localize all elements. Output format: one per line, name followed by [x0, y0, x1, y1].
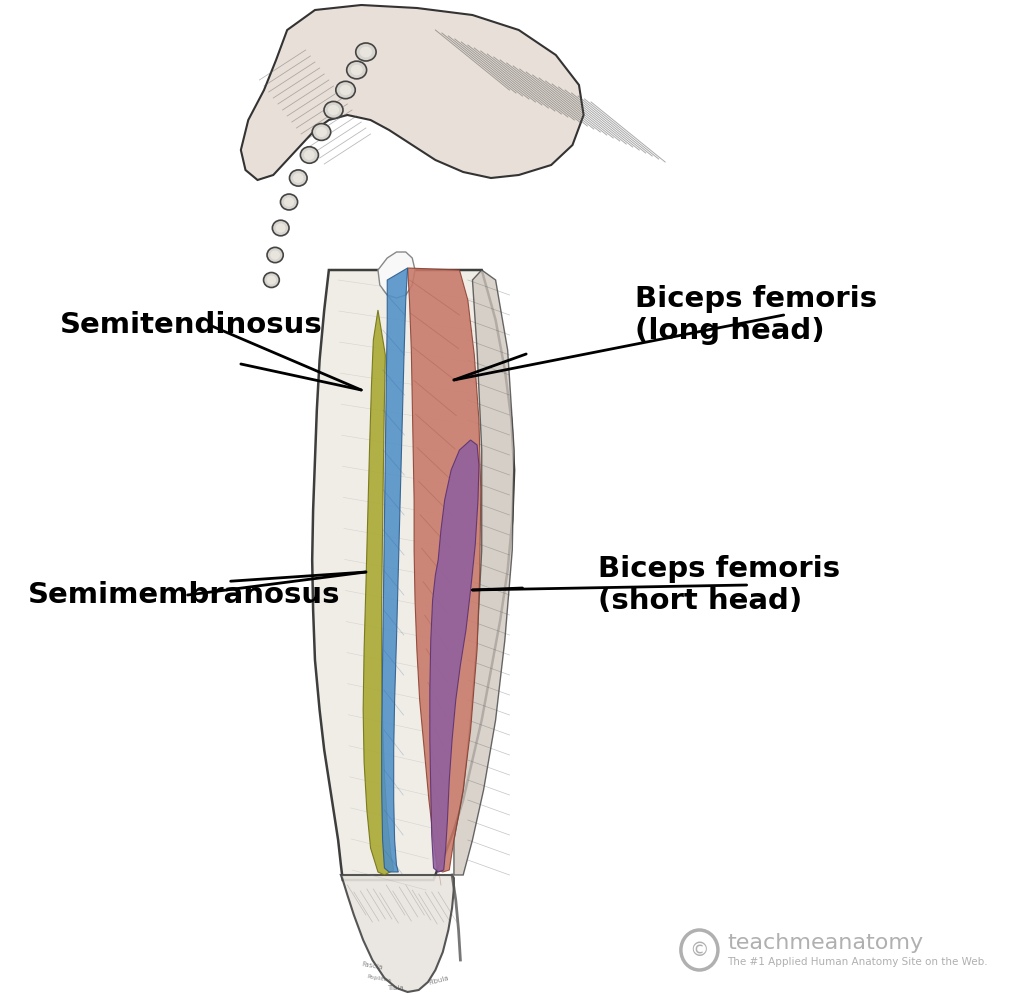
Ellipse shape — [324, 102, 343, 119]
Text: Semimembranosus: Semimembranosus — [28, 581, 340, 609]
Polygon shape — [408, 268, 481, 872]
Text: Tibia: Tibia — [387, 985, 403, 991]
Polygon shape — [430, 440, 479, 872]
Ellipse shape — [275, 224, 286, 233]
Text: Poplitea: Poplitea — [366, 974, 391, 983]
Ellipse shape — [290, 170, 307, 186]
Polygon shape — [454, 270, 514, 875]
Text: ©: © — [689, 940, 710, 960]
Ellipse shape — [312, 124, 331, 140]
Text: Semitendinosus: Semitendinosus — [60, 311, 323, 339]
Ellipse shape — [328, 105, 339, 115]
Ellipse shape — [359, 46, 372, 57]
Ellipse shape — [281, 195, 298, 210]
Ellipse shape — [304, 150, 314, 160]
Polygon shape — [378, 252, 415, 298]
Polygon shape — [312, 270, 514, 880]
Text: Biceps femoris
(long head): Biceps femoris (long head) — [635, 285, 877, 345]
Ellipse shape — [263, 272, 280, 287]
Ellipse shape — [272, 220, 289, 236]
Text: teachmeanatomy: teachmeanatomy — [727, 933, 924, 953]
Ellipse shape — [300, 147, 318, 163]
Ellipse shape — [270, 250, 280, 260]
Text: Biceps femoris
(short head): Biceps femoris (short head) — [598, 554, 840, 615]
Ellipse shape — [293, 173, 303, 182]
Ellipse shape — [340, 85, 351, 95]
Ellipse shape — [315, 127, 327, 137]
Text: Fascia: Fascia — [361, 962, 383, 971]
Polygon shape — [364, 310, 393, 875]
Ellipse shape — [266, 275, 276, 284]
Ellipse shape — [350, 65, 362, 76]
Text: Fibula: Fibula — [428, 975, 450, 986]
Ellipse shape — [355, 43, 376, 61]
Ellipse shape — [347, 61, 367, 79]
Ellipse shape — [336, 82, 355, 99]
Polygon shape — [341, 875, 454, 992]
Ellipse shape — [284, 198, 294, 207]
Ellipse shape — [267, 247, 284, 263]
Text: The #1 Applied Human Anatomy Site on the Web.: The #1 Applied Human Anatomy Site on the… — [727, 957, 988, 967]
Polygon shape — [382, 268, 408, 872]
Polygon shape — [241, 5, 584, 180]
